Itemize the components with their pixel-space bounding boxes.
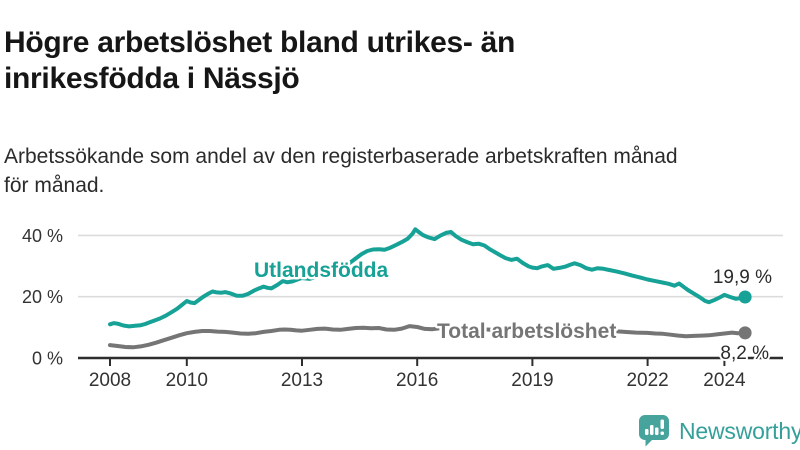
x-tick-label: 2013 xyxy=(281,370,323,391)
x-tick-label: 2010 xyxy=(166,370,208,391)
chart-title-line2: inrikesfödda i Nässjö xyxy=(4,62,300,96)
chart-title: Högre arbetslöshet bland utrikes- än inri… xyxy=(4,25,515,97)
logo-bar-2 xyxy=(650,425,654,435)
logo-exclamation-dot xyxy=(660,431,664,435)
logo-exclamation-bar xyxy=(660,419,664,429)
y-tick-label: 0 % xyxy=(32,349,63,369)
logo-bubble-shape xyxy=(639,415,669,447)
newsworthy-logo-icon xyxy=(639,415,669,447)
series-line-total xyxy=(108,324,748,350)
chart-subtitle-line1: Arbetssökande som andel av den registerb… xyxy=(4,145,678,168)
chart-title-line1: Högre arbetslöshet bland utrikes- än xyxy=(4,26,515,60)
end-value-label-total: 8,2 % xyxy=(720,343,769,364)
x-tick-label: 2016 xyxy=(396,370,438,391)
y-tick-label: 40 % xyxy=(22,226,63,246)
series-end-dot-total xyxy=(738,326,752,340)
series-label-utlandsfodda: Utlandsfödda xyxy=(254,259,388,282)
series-line-utlandsfodda xyxy=(108,227,748,329)
x-tick-label: 2024 xyxy=(703,370,746,391)
chart-subtitle: Arbetssökande som andel av den registerb… xyxy=(4,142,678,200)
x-tick-label: 2019 xyxy=(511,370,553,391)
brand-footer: Newsworthy xyxy=(638,414,800,448)
logo-bar-3 xyxy=(655,427,659,435)
logo-bar-1 xyxy=(645,429,649,435)
brand-name: Newsworthy xyxy=(679,418,800,444)
end-value-label-utlandsfodda: 19,9 % xyxy=(713,267,772,288)
series-label-total: Total arbetslöshet xyxy=(437,320,616,343)
x-tick-label: 2008 xyxy=(89,370,131,391)
y-tick-label: 20 % xyxy=(22,287,63,307)
series-end-dot-utlandsfodda xyxy=(738,290,752,304)
chart-subtitle-line2: för månad. xyxy=(4,174,105,197)
x-tick-label: 2022 xyxy=(626,370,668,391)
